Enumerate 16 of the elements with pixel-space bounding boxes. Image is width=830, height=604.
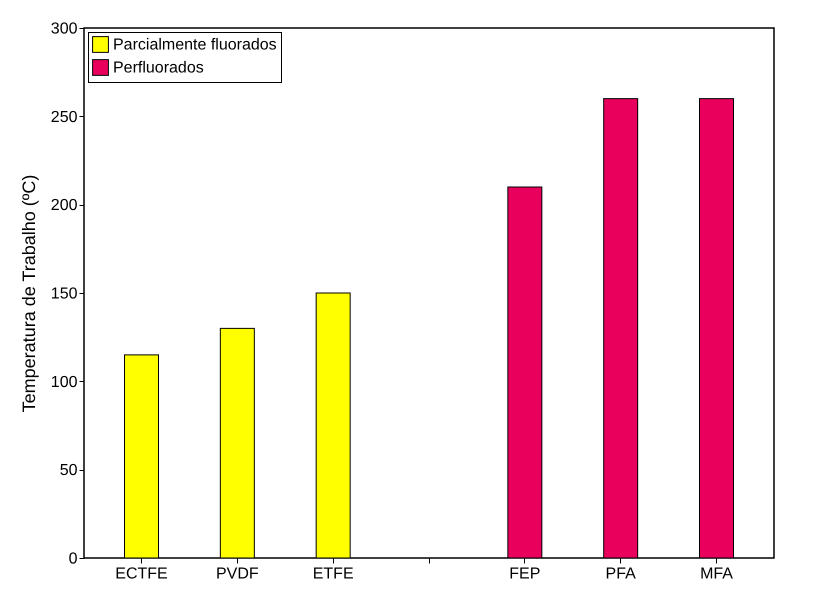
legend-label: Parcialmente fluorados bbox=[113, 36, 277, 54]
x-tick-label: ETFE bbox=[312, 566, 354, 582]
y-tick-label: 200 bbox=[50, 197, 78, 214]
y-tick-label: 150 bbox=[50, 286, 78, 302]
x-tick-label: MFA bbox=[700, 566, 734, 582]
x-tick-label: ECTFE bbox=[115, 566, 168, 582]
y-tick-label: 300 bbox=[50, 20, 78, 38]
y-tick-label: 250 bbox=[50, 108, 78, 126]
y-tick-label: 0 bbox=[68, 550, 78, 568]
y-tick-label: 100 bbox=[50, 374, 78, 391]
x-tick-label: FEP bbox=[509, 566, 540, 582]
x-tick-label: PFA bbox=[606, 566, 636, 582]
y-tick-label: 50 bbox=[60, 462, 78, 480]
legend-label: Perfluorados bbox=[113, 60, 204, 76]
y-axis-title: Temperatura de Trabalho (ºC) bbox=[18, 174, 39, 412]
x-tick-label: PVDF bbox=[216, 566, 259, 582]
